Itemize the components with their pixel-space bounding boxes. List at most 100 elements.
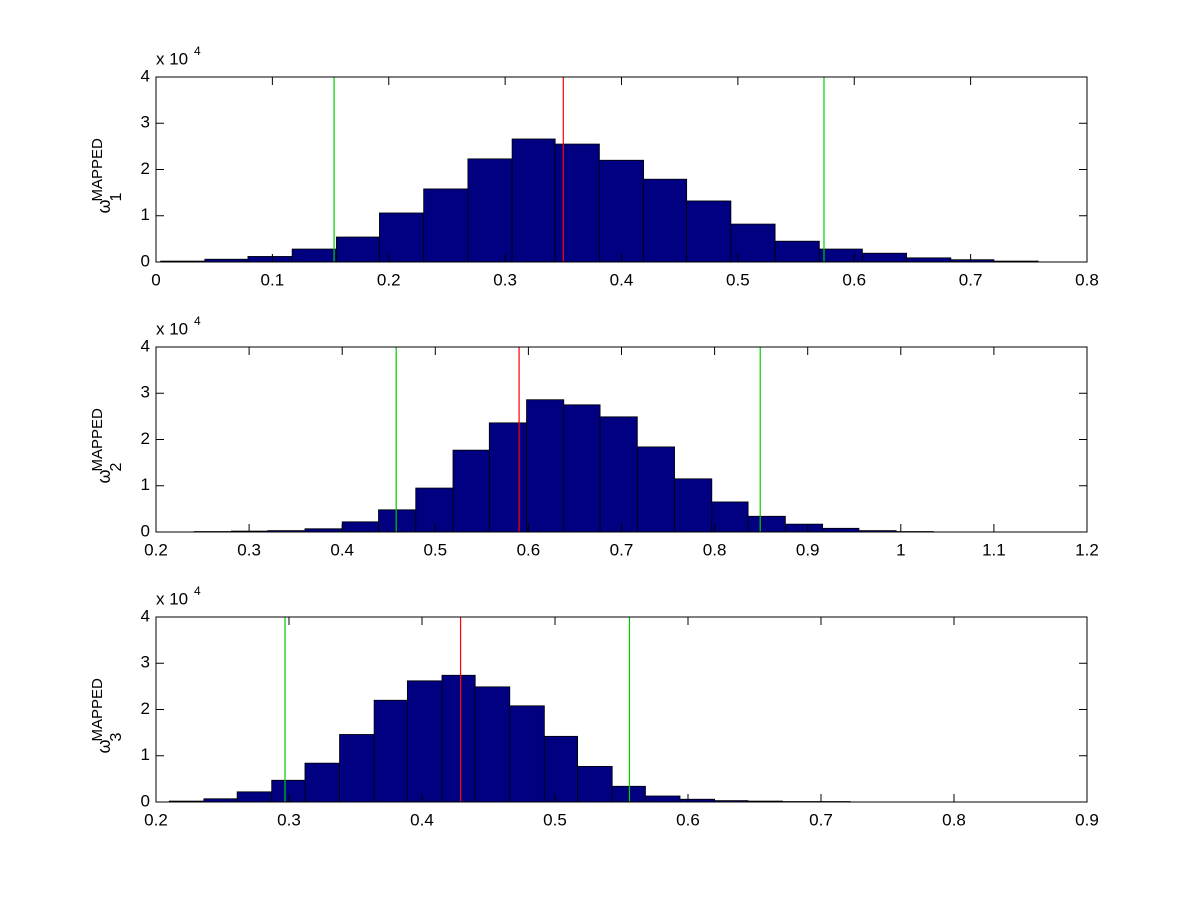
x-tick-label: 0.8 <box>703 540 727 559</box>
bar <box>600 417 637 532</box>
y-label-subscript: 2 <box>108 463 125 472</box>
bar <box>823 528 859 532</box>
bar <box>578 766 613 802</box>
bar <box>416 488 453 532</box>
bar <box>645 796 680 802</box>
bar <box>379 510 416 532</box>
panel: 0 0.1 0.2 0.3 0.4 0.5 0.6 0.7 0.8 0 1 2 3 4 x 10 4 ωMAPP… <box>89 44 1099 289</box>
bar <box>644 179 687 262</box>
bar <box>748 516 785 532</box>
bar <box>512 139 555 262</box>
bar <box>675 479 712 532</box>
bar <box>374 700 407 802</box>
x-tick-label: 0 <box>151 270 160 289</box>
bar <box>527 400 564 532</box>
y-label-subscript: 3 <box>108 733 125 742</box>
x-tick-label: 1 <box>896 540 905 559</box>
x-tick-label: 0.3 <box>237 540 261 559</box>
bar <box>785 524 822 532</box>
bar <box>819 249 862 262</box>
bar <box>907 258 951 262</box>
y-tick-label: 2 <box>141 429 150 448</box>
x-tick-label: 0.3 <box>277 810 301 829</box>
bar <box>599 160 643 262</box>
x-tick-label: 0.8 <box>942 810 966 829</box>
x-tick-label: 0.6 <box>676 810 700 829</box>
x-tick-label: 0.4 <box>330 540 354 559</box>
bar <box>342 522 378 532</box>
bar <box>248 256 292 262</box>
bar <box>775 241 819 262</box>
y-tick-label: 3 <box>141 113 150 132</box>
y-tick-label: 1 <box>141 205 150 224</box>
y-tick-label: 1 <box>141 475 150 494</box>
scale-label: x 10 <box>156 49 188 68</box>
x-tick-label: 0.4 <box>410 810 434 829</box>
bar <box>292 249 336 262</box>
x-tick-label: 0.3 <box>493 270 517 289</box>
y-tick-label: 0 <box>141 251 150 270</box>
x-tick-label: 0.9 <box>796 540 820 559</box>
scale-label: x 10 <box>156 589 188 608</box>
x-tick-label: 0.8 <box>1075 270 1099 289</box>
x-tick-label: 0.7 <box>809 810 833 829</box>
y-tick-label: 4 <box>141 606 150 625</box>
bar <box>687 201 731 262</box>
x-tick-label: 0.5 <box>726 270 750 289</box>
x-tick-label: 1.1 <box>982 540 1006 559</box>
y-tick-label: 4 <box>141 336 150 355</box>
bar <box>612 786 645 802</box>
y-tick-label: 0 <box>141 521 150 540</box>
bar <box>336 237 379 262</box>
bar <box>272 780 305 802</box>
bar <box>453 450 489 532</box>
bar <box>489 423 526 532</box>
y-tick-label: 4 <box>141 66 150 85</box>
bar <box>544 736 577 802</box>
bar <box>564 405 600 532</box>
scale-label: x 10 <box>156 319 188 338</box>
bar <box>379 213 423 262</box>
y-label-subscript: 1 <box>108 193 125 202</box>
x-tick-label: 0.2 <box>144 810 168 829</box>
x-tick-label: 1.2 <box>1075 540 1099 559</box>
scale-exponent: 4 <box>194 314 201 328</box>
y-label-superscript: MAPPED <box>89 678 106 742</box>
y-tick-label: 1 <box>141 745 150 764</box>
x-tick-label: 0.1 <box>261 270 285 289</box>
x-tick-label: 0.7 <box>959 270 983 289</box>
y-tick-label: 3 <box>141 653 150 672</box>
y-label-superscript: MAPPED <box>89 138 106 202</box>
plot-area <box>156 617 1087 802</box>
bar <box>442 675 475 802</box>
x-tick-label: 0.2 <box>377 270 401 289</box>
bar <box>305 763 340 802</box>
bar <box>862 253 906 262</box>
bar <box>407 681 442 802</box>
bar <box>468 159 512 262</box>
bar <box>712 502 748 532</box>
x-tick-label: 0.6 <box>517 540 541 559</box>
y-label-superscript: MAPPED <box>89 408 106 472</box>
scale-exponent: 4 <box>194 44 201 58</box>
x-tick-label: 0.4 <box>610 270 634 289</box>
bar <box>555 144 599 262</box>
y-tick-label: 2 <box>141 699 150 718</box>
x-tick-label: 0.5 <box>543 810 567 829</box>
x-tick-label: 0.7 <box>610 540 634 559</box>
bar <box>637 447 674 532</box>
bar <box>237 792 272 802</box>
x-tick-label: 0.5 <box>423 540 447 559</box>
y-tick-label: 2 <box>141 159 150 178</box>
y-tick-label: 0 <box>141 791 150 810</box>
scale-exponent: 4 <box>194 584 201 598</box>
x-tick-label: 0.6 <box>842 270 866 289</box>
y-tick-label: 3 <box>141 383 150 402</box>
bar <box>340 734 375 802</box>
